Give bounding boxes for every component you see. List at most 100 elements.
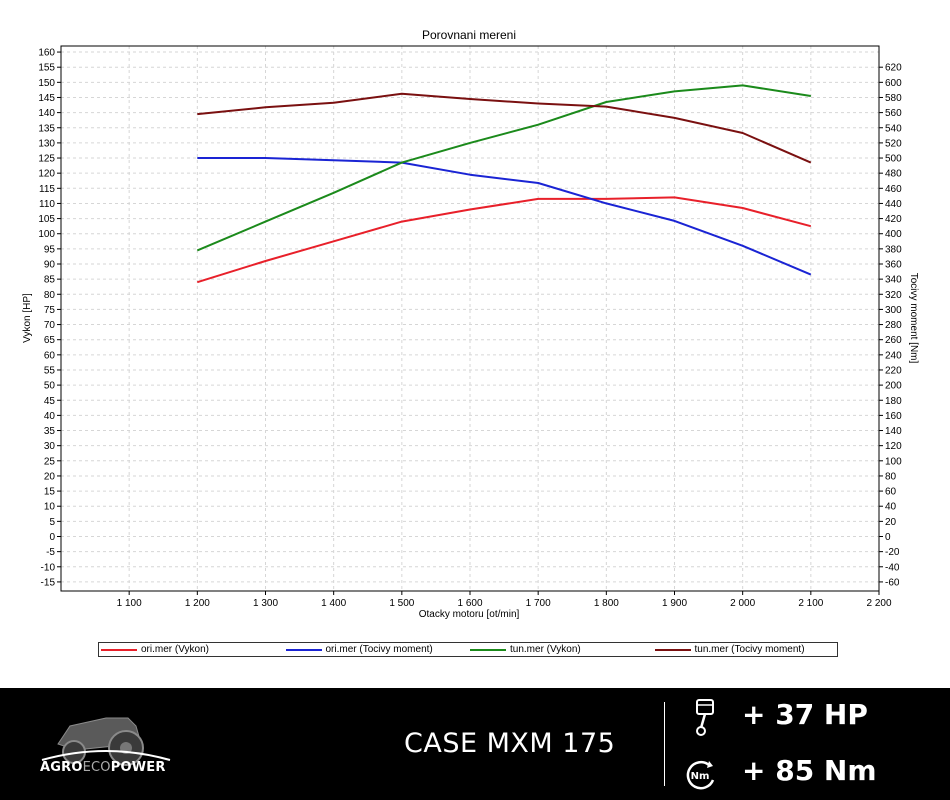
y-right-tick-label: 620: [885, 63, 902, 74]
y-left-tick-label: 145: [38, 93, 55, 104]
x-tick-label: 1 600: [457, 598, 482, 609]
y-right-tick-label: 40: [885, 502, 897, 513]
y-left-tick-label: 115: [39, 184, 55, 195]
y-left-tick-label: 90: [44, 260, 56, 271]
y-right-tick-label: 180: [885, 396, 902, 407]
y-left-tick-label: 160: [38, 48, 55, 59]
y-right-tick-label: 600: [885, 78, 902, 89]
y-left-tick-label: 95: [44, 244, 56, 255]
y-right-tick-label: 480: [885, 169, 902, 180]
torque-gain: + 85 Nm: [742, 754, 877, 787]
y-left-tick-label: 5: [49, 517, 55, 528]
y-left-tick-label: 85: [44, 275, 56, 286]
torque-icon-label: Nm: [691, 771, 710, 782]
y-left-tick-label: -10: [41, 562, 56, 573]
left-axis: -15 -10 -5 0 5 10 15 20 25 30 35 40 45 50 55 60 65 70 75 80…: [38, 48, 61, 588]
torque-gauge-icon: Nm: [686, 760, 715, 790]
y-left-tick-label: 35: [44, 426, 56, 437]
x-tick-label: 1 200: [185, 598, 210, 609]
y-right-tick-label: 360: [885, 260, 902, 271]
y-left-tick-label: 110: [39, 199, 55, 210]
y-right-tick-label: -20: [885, 547, 900, 558]
y-left-tick-label: 15: [44, 487, 56, 498]
legend-swatch: [470, 648, 506, 651]
y-right-tick-label: 60: [885, 487, 897, 498]
x-tick-label: 1 800: [594, 598, 619, 609]
footer-banner: AGROECOPOWER CASE MXM 175 + 37 HP Nm + 8…: [0, 688, 950, 800]
y-right-tick-label: 320: [885, 290, 902, 301]
series-line-0: [197, 196, 812, 284]
y-left-tick-label: 70: [44, 320, 56, 331]
y-right-tick-label: 20: [885, 517, 897, 528]
y-left-tick-label: 135: [38, 123, 55, 134]
power-gain: + 37 HP: [742, 698, 868, 731]
legend-item-tun-torque: tun.mer (Tocivy moment): [653, 644, 838, 655]
y-left-tick-label: 155: [38, 63, 55, 74]
legend-swatch: [101, 648, 137, 651]
y-left-tick-label: 50: [44, 381, 56, 392]
x-tick-label: 1 300: [253, 598, 278, 609]
piston-icon: [696, 699, 714, 736]
grid: [61, 46, 880, 591]
y-left-tick-label: 55: [44, 365, 56, 376]
y-right-tick-label: 460: [885, 184, 902, 195]
series-line-2: [196, 84, 811, 252]
y-right-tick-label: 0: [885, 532, 891, 543]
y-left-tick-label: 80: [44, 290, 56, 301]
legend-label: tun.mer (Tocivy moment): [694, 644, 805, 655]
y-left-tick-label: 65: [44, 335, 56, 346]
tractor-icon: [41, 717, 171, 766]
x-tick-label: 1 400: [321, 598, 346, 609]
x-tick-label: 1 900: [662, 598, 687, 609]
model-name: CASE MXM 175: [404, 728, 616, 759]
y-right-tick-label: 220: [885, 365, 902, 376]
legend-label: ori.mer (Tocivy moment): [325, 644, 433, 655]
y-right-tick-label: 140: [885, 426, 902, 437]
x-tick-label: 1 500: [389, 598, 414, 609]
legend-label: ori.mer (Vykon): [141, 644, 209, 655]
series-line-1: [197, 157, 812, 276]
y-right-tick-label: 440: [885, 199, 902, 210]
y-left-tick-label: -5: [46, 547, 55, 558]
legend-item-tun-power: tun.mer (Vykon): [468, 644, 653, 655]
brand-logo-text: AGROECOPOWER: [40, 760, 166, 775]
y-right-tick-label: -60: [885, 577, 900, 588]
y-right-tick-label: 540: [885, 123, 902, 134]
x-axis-label: Otacky motoru [ot/min]: [419, 609, 520, 620]
x-tick-label: 2 100: [798, 598, 823, 609]
y-right-tick-label: 100: [885, 456, 902, 467]
y-left-tick-label: 105: [38, 214, 55, 225]
chart: Porovnani mereni -15 -10 -5 0 5 10 15 20 25 30 35 4…: [22, 28, 919, 620]
y-right-tick-label: 340: [885, 275, 902, 286]
y-left-tick-label: 130: [38, 138, 55, 149]
y-left-tick-label: 60: [44, 350, 56, 361]
y-right-tick-label: 300: [885, 305, 902, 316]
y-right-tick-label: 560: [885, 108, 902, 119]
series-line-3: [197, 92, 812, 164]
y-left-tick-label: 125: [38, 154, 55, 165]
y-right-tick-label: 80: [885, 471, 897, 482]
x-axis: 1 100 1 200 1 300 1 400 1 500 1 600 1 700 1 800…: [117, 591, 892, 609]
y-left-tick-label: 30: [44, 441, 56, 452]
right-axis: -60 -40 -20 0 20 40 60 80 100 120 140 160 180 200 220 2…: [879, 63, 902, 588]
y-right-tick-label: 260: [885, 335, 902, 346]
y-right-tick-label: 520: [885, 138, 902, 149]
legend-label: tun.mer (Vykon): [510, 644, 581, 655]
y-left-tick-label: 0: [49, 532, 55, 543]
y-left-tick-label: 45: [44, 396, 56, 407]
y-left-tick-label: 120: [38, 169, 55, 180]
y-right-tick-label: 380: [885, 244, 902, 255]
series-lines: [196, 84, 812, 284]
y-left-tick-label: 75: [44, 305, 56, 316]
y-right-tick-label: 240: [885, 350, 902, 361]
y-right-tick-label: -40: [885, 562, 900, 573]
y-axis-left-label: Vykon [HP]: [22, 293, 33, 343]
y-left-tick-label: 20: [44, 471, 56, 482]
y-left-tick-label: 140: [38, 108, 55, 119]
legend-swatch: [654, 648, 691, 651]
y-left-tick-label: -15: [41, 577, 56, 588]
legend-swatch: [285, 648, 322, 651]
chart-title: Porovnani mereni: [422, 28, 516, 42]
divider: [664, 702, 665, 786]
y-right-tick-label: 420: [885, 214, 902, 225]
